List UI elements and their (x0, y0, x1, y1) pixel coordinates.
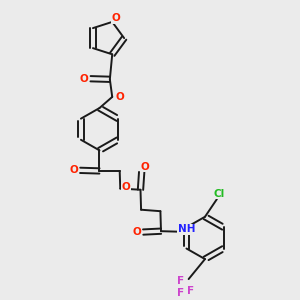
Text: O: O (132, 227, 141, 237)
Text: O: O (69, 165, 78, 175)
Text: O: O (80, 74, 88, 84)
Text: O: O (115, 92, 124, 102)
Text: F: F (177, 276, 184, 286)
Text: NH: NH (178, 224, 195, 234)
Text: F: F (188, 286, 195, 296)
Text: O: O (122, 182, 130, 192)
Text: O: O (111, 13, 120, 23)
Text: O: O (141, 162, 150, 172)
Text: F: F (177, 288, 184, 298)
Text: Cl: Cl (214, 189, 225, 199)
